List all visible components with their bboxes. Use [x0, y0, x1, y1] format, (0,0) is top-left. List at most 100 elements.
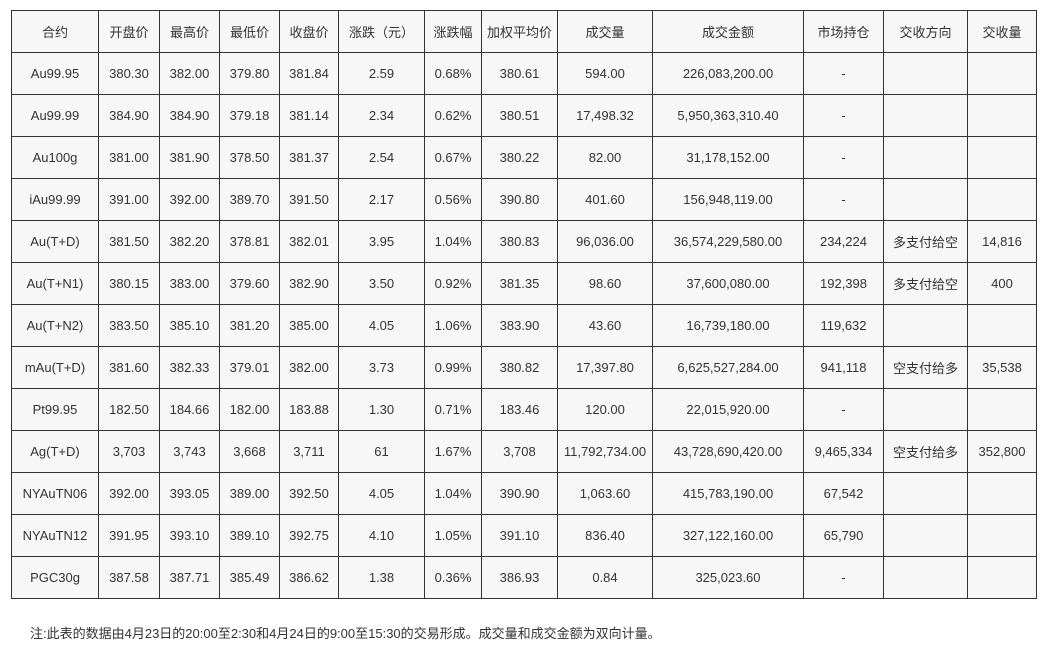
- table-cell: 1.06%: [424, 304, 482, 347]
- table-cell: 3,708: [481, 430, 558, 473]
- table-cell: 381.14: [279, 94, 339, 137]
- table-cell: 392.00: [98, 472, 160, 515]
- table-row: iAu99.99 391.00 392.00 389.70 391.50 2.17 0.56…: [11, 178, 1037, 221]
- table-cell: 35,538: [967, 346, 1037, 389]
- table-cell: 22,015,920.00: [652, 388, 804, 431]
- table-cell: 383.50: [98, 304, 160, 347]
- table-cell: 156,948,119.00: [652, 178, 804, 221]
- table-cell: 3.73: [338, 346, 425, 389]
- table-cell: 多支付给空: [883, 262, 968, 305]
- table-row: PGC30g 387.58 387.71 385.49 386.62 1.38 0.36% 3…: [11, 556, 1037, 599]
- table-cell: 0.99%: [424, 346, 482, 389]
- table-cell: 182.00: [219, 388, 280, 431]
- table-cell: 391.10: [481, 514, 558, 557]
- table-cell: 400: [967, 262, 1037, 305]
- contract-name-cell: Au99.99: [11, 94, 99, 137]
- table-cell: 380.30: [98, 52, 160, 95]
- table-cell: 1.04%: [424, 220, 482, 263]
- table-cell: 379.60: [219, 262, 280, 305]
- table-cell: [883, 52, 968, 95]
- column-header: 涨跌幅: [424, 10, 482, 53]
- table-cell: 0.36%: [424, 556, 482, 599]
- table-cell: 378.81: [219, 220, 280, 263]
- table-cell: 391.50: [279, 178, 339, 221]
- table-cell: 183.88: [279, 388, 339, 431]
- table-cell: 1.05%: [424, 514, 482, 557]
- table-cell: 381.37: [279, 136, 339, 179]
- table-cell: 327,122,160.00: [652, 514, 804, 557]
- table-cell: [883, 304, 968, 347]
- table-cell: 380.61: [481, 52, 558, 95]
- table-cell: 3,711: [279, 430, 339, 473]
- table-row: Au99.99 384.90 384.90 379.18 381.14 2.34 0.62%…: [11, 94, 1037, 137]
- column-header: 成交量: [557, 10, 653, 53]
- column-header: 收盘价: [279, 10, 339, 53]
- column-header: 交收量: [967, 10, 1037, 53]
- contract-name-cell: Au100g: [11, 136, 99, 179]
- table-cell: 401.60: [557, 178, 653, 221]
- table-cell: 381.84: [279, 52, 339, 95]
- table-cell: 379.18: [219, 94, 280, 137]
- table-cell: 382.20: [159, 220, 220, 263]
- table-cell: [883, 94, 968, 137]
- table-cell: 0.56%: [424, 178, 482, 221]
- column-header: 成交金额: [652, 10, 804, 53]
- table-cell: 226,083,200.00: [652, 52, 804, 95]
- contract-name-cell: mAu(T+D): [11, 346, 99, 389]
- table-cell: 390.90: [481, 472, 558, 515]
- table-cell: 0.67%: [424, 136, 482, 179]
- contract-name-cell: NYAuTN06: [11, 472, 99, 515]
- table-cell: 2.59: [338, 52, 425, 95]
- table-cell: 6,625,527,284.00: [652, 346, 804, 389]
- table-cell: 43.60: [557, 304, 653, 347]
- table-cell: [883, 514, 968, 557]
- table-cell: 393.10: [159, 514, 220, 557]
- table-cell: 381.60: [98, 346, 160, 389]
- table-cell: 3.95: [338, 220, 425, 263]
- table-cell: 386.93: [481, 556, 558, 599]
- table-cell: 67,542: [803, 472, 884, 515]
- table-cell: 392.00: [159, 178, 220, 221]
- table-cell: 352,800: [967, 430, 1037, 473]
- table-row: NYAuTN06 392.00 393.05 389.00 392.50 4.05 1.04…: [11, 472, 1037, 515]
- table-row: NYAuTN12 391.95 393.10 389.10 392.75 4.10 1.05…: [11, 514, 1037, 557]
- table-cell: [967, 178, 1037, 221]
- table-cell: [883, 136, 968, 179]
- market-data-table: 合约 开盘价 最高价 最低价 收盘价 涨跌（元） 涨跌幅 加权平均价 成交量 成交金额 市场持仓 交收…: [11, 10, 1037, 599]
- table-cell: -: [803, 388, 884, 431]
- table-row: Au99.95 380.30 382.00 379.80 381.84 2.59 0.68%…: [11, 52, 1037, 95]
- table-cell: 386.62: [279, 556, 339, 599]
- table-cell: 389.00: [219, 472, 280, 515]
- table-cell: 2.54: [338, 136, 425, 179]
- table-cell: 391.00: [98, 178, 160, 221]
- table-cell: 385.10: [159, 304, 220, 347]
- table-cell: 37,600,080.00: [652, 262, 804, 305]
- table-cell: [967, 472, 1037, 515]
- table-cell: 4.10: [338, 514, 425, 557]
- table-cell: [967, 94, 1037, 137]
- column-header: 市场持仓: [803, 10, 884, 53]
- table-cell: 384.90: [159, 94, 220, 137]
- table-cell: 379.80: [219, 52, 280, 95]
- table-cell: 382.00: [279, 346, 339, 389]
- table-cell: 0.92%: [424, 262, 482, 305]
- table-cell: 82.00: [557, 136, 653, 179]
- table-cell: 382.33: [159, 346, 220, 389]
- contract-name-cell: iAu99.99: [11, 178, 99, 221]
- contract-name-cell: NYAuTN12: [11, 514, 99, 557]
- table-cell: -: [803, 94, 884, 137]
- table-cell: 387.71: [159, 556, 220, 599]
- table-cell: 36,574,229,580.00: [652, 220, 804, 263]
- table-cell: -: [803, 178, 884, 221]
- table-cell: 381.50: [98, 220, 160, 263]
- table-cell: 183.46: [481, 388, 558, 431]
- table-cell: [967, 304, 1037, 347]
- table-cell: 325,023.60: [652, 556, 804, 599]
- table-cell: [967, 136, 1037, 179]
- table-cell: 836.40: [557, 514, 653, 557]
- table-cell: 空支付给多: [883, 430, 968, 473]
- table-cell: 3.50: [338, 262, 425, 305]
- table-cell: 380.82: [481, 346, 558, 389]
- contract-name-cell: Ag(T+D): [11, 430, 99, 473]
